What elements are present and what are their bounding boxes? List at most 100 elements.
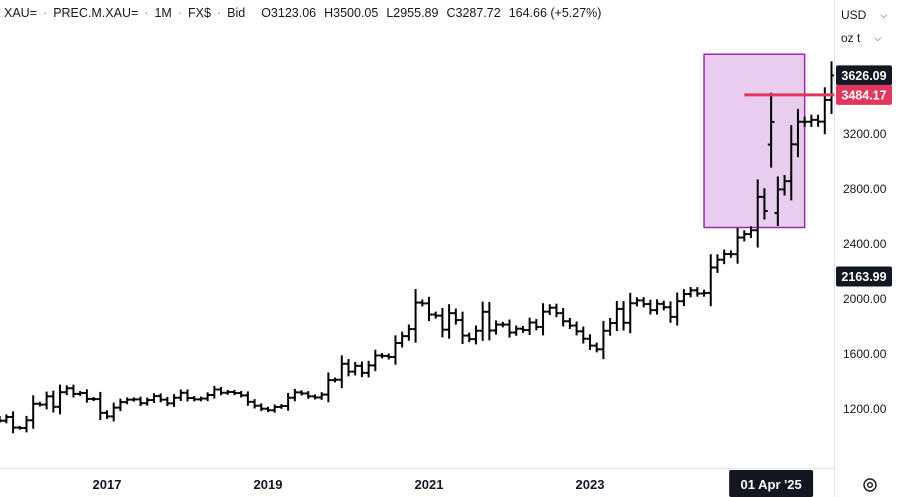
ohlc-bar	[331, 377, 339, 383]
ohlc-bar	[660, 300, 668, 311]
ohlc-bar	[673, 292, 681, 326]
legend-symbol[interactable]: XAU=	[4, 6, 38, 20]
ohlc-bar	[472, 325, 480, 345]
ohlc-bar	[224, 389, 232, 395]
ohlc-bar	[653, 299, 661, 315]
ohlc-bar	[680, 289, 688, 307]
ohlc-bar	[184, 389, 191, 402]
ohlc-bar	[445, 304, 453, 339]
ohlc-bar	[70, 384, 77, 398]
ohlc-bar	[439, 307, 446, 338]
time-axis[interactable]	[0, 468, 834, 497]
ohlc-bar	[244, 391, 252, 406]
ohlc-bar	[566, 317, 574, 329]
ohlc-bar	[781, 175, 788, 196]
ohlc-bar	[190, 396, 198, 402]
ohlc-bar	[0, 415, 3, 423]
legend-exchange: PREC.M.XAU=	[53, 6, 139, 20]
ohlc-bar	[828, 61, 834, 114]
ohlc-bar	[157, 393, 164, 403]
ohlc-bar	[137, 396, 144, 406]
ohlc-bar	[418, 299, 426, 307]
unit-select[interactable]: oz t ⌵	[841, 31, 881, 45]
ohlc-bar	[814, 114, 822, 127]
ohlc-bar	[358, 361, 366, 378]
ohlc-bar	[573, 321, 580, 336]
ohlc-bar	[150, 393, 158, 403]
ohlc-bar	[237, 390, 245, 398]
gear-icon[interactable]	[862, 477, 878, 493]
ohlc-bar	[311, 394, 319, 400]
ohlc-bar	[130, 397, 138, 402]
ohlc-bar	[378, 353, 386, 359]
ohlc-bar	[512, 325, 520, 336]
chevron-down-icon: ⌵	[880, 9, 888, 20]
ohlc-bar	[600, 320, 607, 360]
ohlc-bar	[251, 399, 258, 409]
ohlc-bar	[727, 250, 735, 258]
ohlc-bar	[667, 301, 674, 323]
legend-interval: 1M	[154, 6, 172, 20]
ohlc-bar	[325, 372, 332, 403]
ohlc-bar	[740, 230, 748, 242]
ohlc-bar	[707, 254, 715, 307]
ohlc-bar	[593, 342, 601, 353]
ohlc-bar	[338, 355, 346, 389]
price-axis-panel[interactable]: USD ⌵ oz t ⌵	[834, 0, 902, 497]
ohlc-bar	[16, 425, 24, 430]
ohlc-bar	[3, 414, 10, 424]
ohlc-bar	[633, 297, 641, 307]
legend-separator: ·	[216, 6, 222, 20]
ohlc-bar	[606, 318, 614, 336]
ohlc-bar	[63, 385, 71, 396]
ohlc-bar	[398, 331, 406, 348]
ohlc-bar	[9, 411, 17, 434]
legend-separator: ·	[177, 6, 182, 20]
ohlc-bar	[700, 289, 708, 297]
price-chart[interactable]	[0, 0, 834, 468]
ohlc-bar	[23, 415, 30, 433]
ohlc-bar	[298, 390, 305, 396]
ohlc-bar	[794, 108, 802, 158]
currency-select[interactable]: USD ⌵	[841, 8, 887, 22]
ohlc-bar	[257, 403, 265, 412]
ohlc-bar	[90, 396, 97, 402]
ohlc-bar	[747, 226, 755, 239]
ohlc-bar	[56, 384, 64, 415]
legend-low: L2955.89	[386, 6, 439, 20]
highlight-box[interactable]	[703, 53, 806, 229]
ohlc-bar	[720, 249, 728, 265]
ohlc-bar	[117, 398, 124, 412]
ohlc-bar	[123, 397, 131, 405]
symbol-legend: XAU= · PREC.M.XAU= · 1M · FX$ · Bid O312…	[4, 6, 601, 20]
ohlc-bar	[103, 410, 111, 419]
legend-separator: ·	[144, 6, 149, 20]
ohlc-bar	[170, 394, 178, 407]
ohlc-bar	[177, 389, 185, 402]
ohlc-bar	[533, 319, 540, 331]
ohlc-bar	[767, 92, 775, 168]
ohlc-bar	[271, 404, 279, 413]
ohlc-bar	[284, 392, 292, 411]
legend-high: H3500.05	[324, 6, 379, 20]
ohlc-bar	[465, 332, 473, 343]
ohlc-bar	[808, 114, 815, 127]
ohlc-bar	[586, 334, 594, 351]
ohlc-bar	[385, 353, 393, 360]
chevron-down-icon: ⌵	[874, 32, 882, 43]
ohlc-bar	[291, 388, 299, 402]
ohlc-bar	[405, 324, 413, 341]
ohlc-bar	[36, 401, 44, 407]
ohlc-bar	[372, 349, 379, 372]
ohlc-bar	[110, 402, 118, 422]
ohlc-bar	[318, 392, 325, 400]
legend-close: C3287.72	[446, 6, 501, 20]
ohlc-bar	[76, 390, 84, 396]
legend-source: FX$	[188, 6, 211, 20]
ohlc-bar	[492, 320, 500, 335]
ohlc-bar	[264, 406, 272, 413]
ohlc-bar	[365, 360, 372, 378]
ohlc-bar	[459, 311, 466, 344]
unit-value: oz t	[841, 31, 861, 45]
ohlc-bar	[647, 299, 654, 315]
